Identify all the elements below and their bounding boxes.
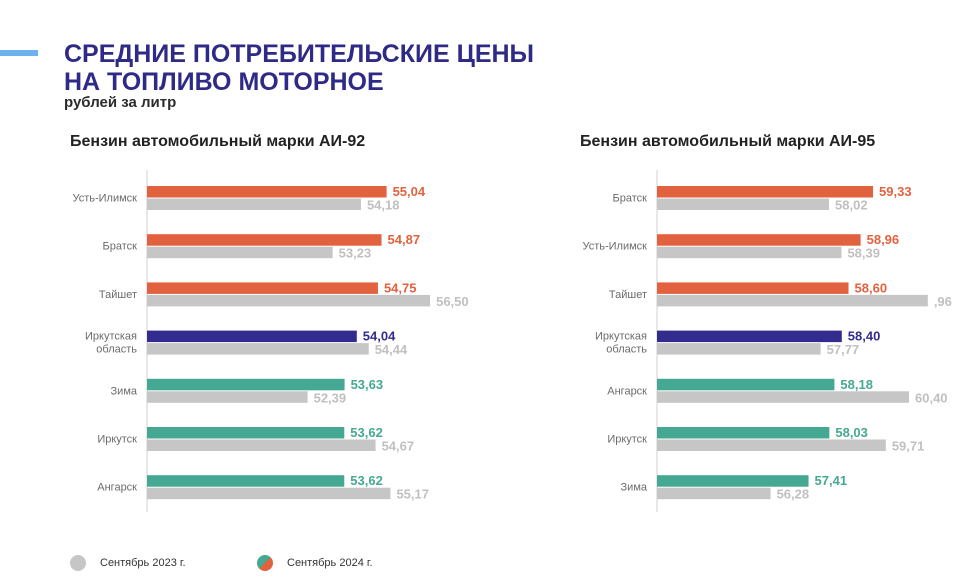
accent-bar: [0, 50, 38, 56]
legend-label-2024: Сентябрь 2024 г.: [287, 557, 373, 569]
data-label-2024: 53,63: [351, 377, 384, 392]
data-label-2024: 59,33: [879, 184, 912, 199]
bar-sep-2024: [657, 186, 874, 198]
bar-sep-2023: [147, 246, 333, 259]
data-label-2024: 57,41: [815, 473, 848, 488]
data-label-2024: 58,60: [855, 280, 888, 295]
bar-sep-2024: [147, 427, 345, 439]
bar-sep-2023: [147, 439, 376, 451]
category-label: Ангарск: [97, 482, 137, 494]
category-label: Ангарск: [607, 385, 647, 397]
bar-sep-2024: [657, 427, 830, 439]
bar-sep-2024: [147, 234, 382, 246]
legend-label-2023: Сентябрь 2023 г.: [100, 557, 186, 569]
bar-sep-2023: [147, 487, 391, 500]
legend-item-2023: Сентябрь 2023 г.: [70, 555, 186, 571]
data-label-2024: 54,75: [384, 280, 417, 295]
category-label: область: [606, 344, 647, 356]
bar-sep-2023: [147, 198, 361, 210]
data-label-2023: 54,18: [367, 198, 400, 213]
data-label-2024: 55,04: [393, 184, 426, 199]
data-label-2023: 58,39: [847, 246, 880, 261]
bar-sep-2023: [657, 294, 928, 307]
bar-sep-2024: [657, 234, 861, 246]
data-label-2023: 58,02: [835, 198, 868, 213]
bar-sep-2023: [657, 198, 830, 210]
gray-circle-icon: [70, 555, 86, 571]
legend-item-2024: Сентябрь 2024 г.: [257, 555, 373, 571]
category-label: Тайшет: [609, 289, 647, 301]
category-label: Зима: [111, 385, 138, 397]
data-label-2023: ,96: [934, 294, 952, 309]
data-label-2024: 54,87: [388, 232, 421, 247]
data-label-2023: 56,28: [777, 487, 810, 502]
data-label-2024: 58,18: [840, 377, 873, 392]
data-label-2023: 53,23: [339, 246, 372, 261]
bar-sep-2023: [147, 391, 308, 403]
data-label-2023: 52,39: [314, 390, 347, 405]
data-label-2024: 58,40: [848, 329, 881, 344]
data-label-2024: 58,03: [835, 425, 868, 440]
bar-sep-2023: [657, 439, 886, 451]
data-label-2023: 60,40: [915, 390, 948, 405]
title-line-2: НА ТОПЛИВО МОТОРНОЕ: [64, 68, 384, 96]
bar-sep-2023: [657, 487, 771, 500]
page-title: СРЕДНИЕ ПОТРЕБИТЕЛЬСКИЕ ЦЕНЫ НА ТОПЛИВО …: [64, 40, 534, 96]
data-label-2024: 54,04: [363, 329, 396, 344]
orange-teal-circle-icon: [257, 555, 273, 571]
data-label-2023: 55,17: [396, 487, 429, 502]
bar-sep-2024: [657, 282, 849, 294]
bar-sep-2023: [657, 343, 821, 355]
data-label-2023: 59,71: [892, 439, 925, 454]
bar-sep-2024: [657, 475, 809, 487]
bar-sep-2023: [657, 246, 842, 259]
bar-sep-2024: [147, 186, 387, 198]
bar-sep-2024: [657, 378, 835, 391]
category-label: Иркутск: [97, 434, 137, 446]
bar-sep-2024: [147, 330, 357, 343]
data-label-2024: 53,62: [350, 425, 383, 440]
category-label: область: [96, 344, 137, 356]
bar-sep-2023: [147, 343, 369, 355]
data-label-2024: 53,62: [350, 473, 383, 488]
data-label-2023: 54,44: [375, 342, 408, 357]
category-label: Братск: [103, 241, 138, 253]
category-label: Иркутская: [595, 331, 647, 343]
data-label-2023: 54,67: [382, 439, 415, 454]
bar-sep-2023: [147, 294, 431, 307]
chart-title-ai95: Бензин автомобильный марки АИ-95: [580, 133, 876, 150]
chart-title-ai92: Бензин автомобильный марки АИ-92: [70, 133, 366, 150]
bar-sep-2023: [657, 391, 909, 403]
category-label: Братск: [613, 193, 648, 205]
data-label-2023: 57,77: [827, 342, 860, 357]
category-label: Усть-Илимск: [582, 241, 647, 253]
data-label-2024: 58,96: [867, 232, 900, 247]
category-label: Иркутская: [85, 331, 137, 343]
category-label: Иркутск: [607, 434, 647, 446]
bar-sep-2024: [147, 475, 345, 487]
category-label: Тайшет: [99, 289, 137, 301]
bar-sep-2024: [147, 282, 378, 294]
category-label: Усть-Илимск: [72, 193, 137, 205]
page-subtitle: рублей за литр: [64, 94, 177, 111]
category-label: Зима: [621, 482, 648, 494]
title-line-1: СРЕДНИЕ ПОТРЕБИТЕЛЬСКИЕ ЦЕНЫ: [64, 40, 535, 68]
bar-sep-2024: [147, 378, 345, 391]
bar-sep-2024: [657, 330, 842, 343]
data-label-2023: 56,50: [436, 294, 469, 309]
